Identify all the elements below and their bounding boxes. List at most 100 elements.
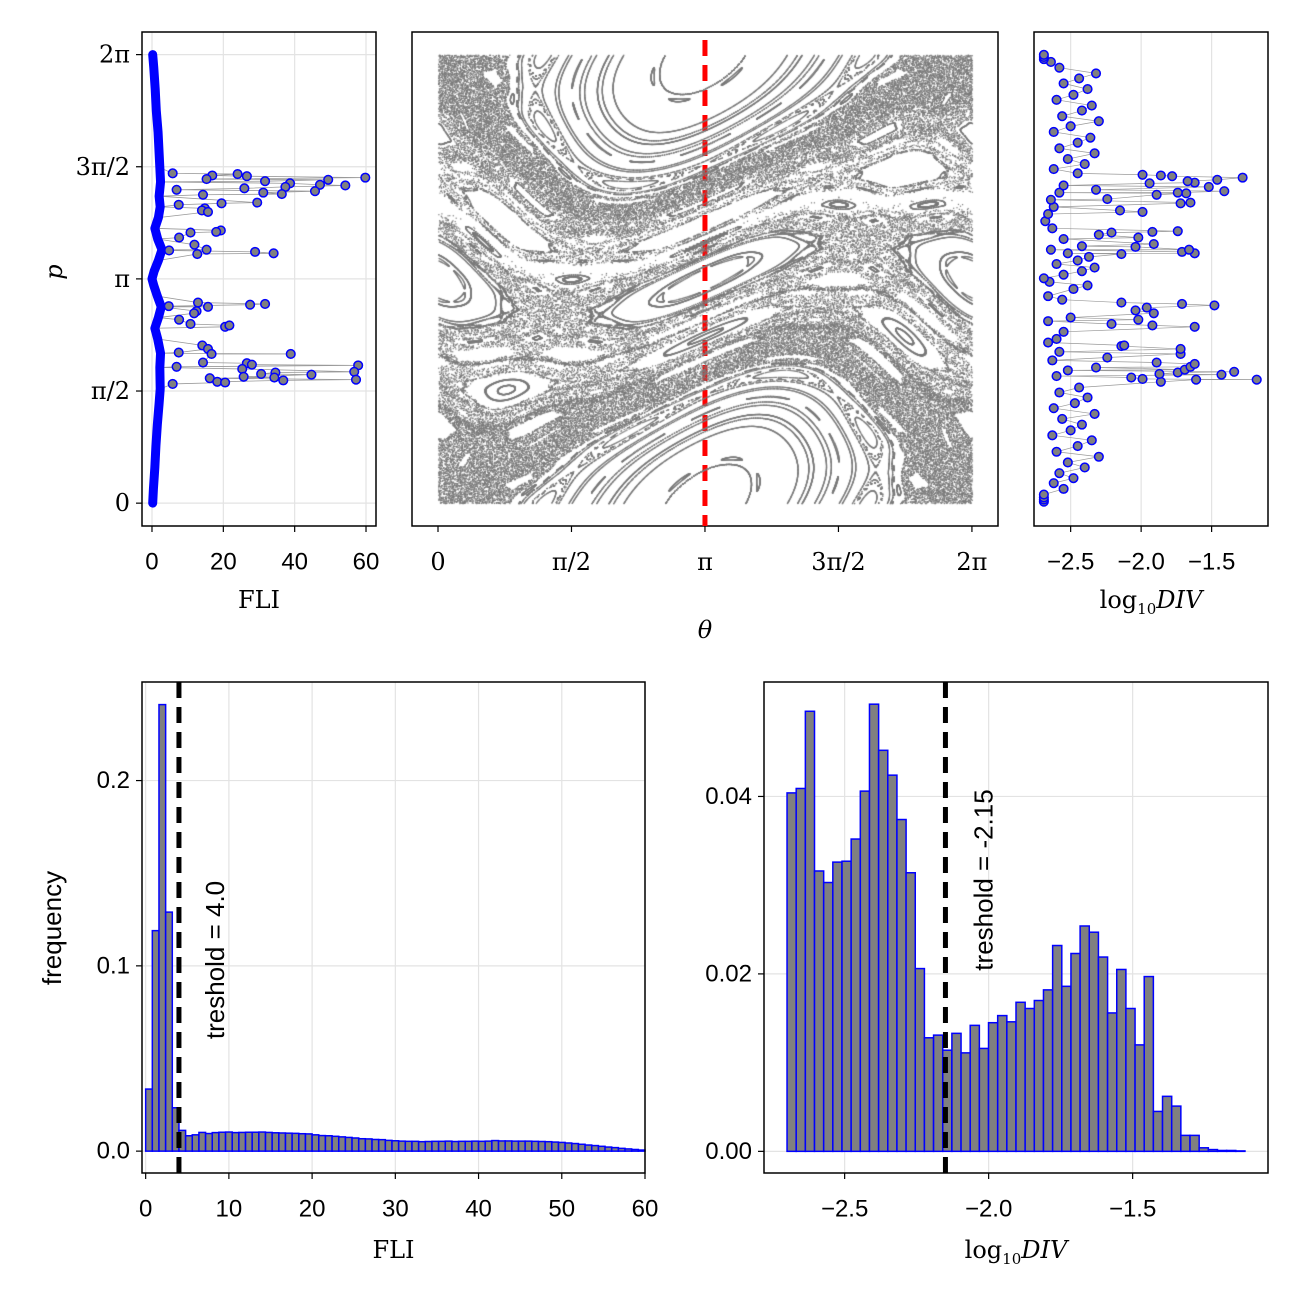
histogram-bar xyxy=(969,1024,981,1153)
y-tick-label: 3π/2 xyxy=(76,153,130,181)
fli-point xyxy=(252,197,263,208)
div-point xyxy=(1065,425,1076,436)
histogram-bar xyxy=(517,1140,526,1152)
div-point xyxy=(1048,478,1059,489)
log-text: log xyxy=(965,1236,1003,1264)
div-point xyxy=(1176,298,1188,310)
div-point xyxy=(1051,258,1062,270)
fli-point xyxy=(173,347,184,358)
histogram-bar xyxy=(218,1131,227,1152)
histogram-bar xyxy=(324,1135,333,1152)
div-point xyxy=(1141,302,1152,313)
fli-point xyxy=(306,369,317,380)
histogram-bar xyxy=(204,1132,213,1152)
histogram-bar xyxy=(564,1142,573,1152)
histogram-bar xyxy=(978,1047,990,1153)
histogram-bar xyxy=(1170,1105,1182,1153)
fli-point xyxy=(350,374,362,385)
fli-point xyxy=(260,176,271,187)
p-axis-label: p xyxy=(40,264,68,279)
div-point xyxy=(1102,352,1113,363)
histogram-bar xyxy=(198,1131,207,1152)
div-point xyxy=(1065,312,1076,323)
histogram-bar xyxy=(337,1136,347,1152)
div-point xyxy=(1130,241,1141,252)
histogram-bar xyxy=(610,1146,620,1152)
div-point xyxy=(1175,198,1186,209)
div-point xyxy=(1086,435,1097,446)
histogram-bar xyxy=(298,1132,307,1152)
div-point xyxy=(1093,451,1104,462)
div-point xyxy=(1137,373,1148,384)
fli-point xyxy=(256,368,267,379)
div-point xyxy=(1175,343,1186,355)
fli-point xyxy=(164,245,175,256)
histogram-bar xyxy=(238,1131,247,1152)
fli-point xyxy=(224,320,235,331)
div-point xyxy=(1076,241,1087,252)
div-point xyxy=(1189,321,1200,332)
div-histogram-axes: −2.5 −2.0 −1.5 0.00 0.02 0.04 treshold = -2.15 xyxy=(705,682,1268,1223)
div-point xyxy=(1106,227,1117,238)
fli-point xyxy=(269,372,280,383)
y-tick-label: 0.0 xyxy=(97,1138,130,1165)
div-point xyxy=(1089,408,1100,419)
histogram-bar xyxy=(557,1141,566,1152)
div-point xyxy=(1062,154,1073,165)
histogram-bar xyxy=(786,792,797,1153)
histogram-bar xyxy=(630,1148,640,1152)
histogram-bar xyxy=(1006,1021,1017,1153)
div-vs-p-axes: −2.5 −2.0 −1.5 xyxy=(1038,32,1262,576)
div-point xyxy=(1047,355,1058,366)
div-point xyxy=(1079,462,1090,473)
fli-point xyxy=(260,298,271,310)
div-point xyxy=(1072,137,1083,148)
div-point xyxy=(1229,366,1240,377)
histogram-bar xyxy=(164,911,174,1152)
log-base-subscript: 10 xyxy=(1002,1250,1021,1268)
x-tick-label: 20 xyxy=(210,549,237,576)
histogram-bar xyxy=(244,1131,253,1152)
histogram-bar xyxy=(371,1138,380,1152)
histogram-bar xyxy=(1033,999,1045,1153)
fli-point xyxy=(360,172,371,183)
histogram-bar xyxy=(850,838,862,1153)
histogram-bar xyxy=(424,1140,433,1152)
histogram-bar xyxy=(344,1136,353,1152)
div-point xyxy=(1038,489,1049,500)
histogram-bar xyxy=(411,1140,420,1152)
histogram-bar xyxy=(987,1021,999,1153)
div-point xyxy=(1043,337,1054,348)
histogram-bar xyxy=(491,1139,500,1152)
poincare-section-points xyxy=(412,32,998,526)
div-point xyxy=(1181,188,1192,199)
fli-point xyxy=(232,169,243,180)
y-tick-label: 0.1 xyxy=(97,952,130,979)
div-point xyxy=(1058,78,1069,89)
div-point xyxy=(1212,174,1223,185)
div-point xyxy=(1082,280,1093,291)
fli-point xyxy=(241,171,252,182)
fli-point xyxy=(192,297,204,308)
x-tick-label: −2.5 xyxy=(821,1196,868,1223)
div-point xyxy=(1076,266,1087,277)
div-point xyxy=(1093,116,1104,127)
div-point xyxy=(1219,186,1230,197)
theta-axis-label: θ xyxy=(698,616,713,644)
div-point xyxy=(1045,244,1056,255)
fli-point xyxy=(211,226,222,237)
div-point xyxy=(1038,49,1049,60)
log-text: log xyxy=(1100,586,1138,614)
div-point xyxy=(1068,89,1079,100)
div-point xyxy=(1114,205,1126,216)
div-point xyxy=(1062,248,1073,259)
fli-point xyxy=(201,244,212,255)
histogram-bar xyxy=(887,774,898,1153)
histogram-bar xyxy=(311,1134,320,1152)
histogram-bar xyxy=(1115,968,1127,1153)
fli-point xyxy=(192,248,203,260)
fli-point xyxy=(185,227,196,238)
div-variable: DIV xyxy=(1020,1236,1070,1264)
div-point xyxy=(1074,382,1085,393)
histogram-bar xyxy=(511,1140,520,1152)
